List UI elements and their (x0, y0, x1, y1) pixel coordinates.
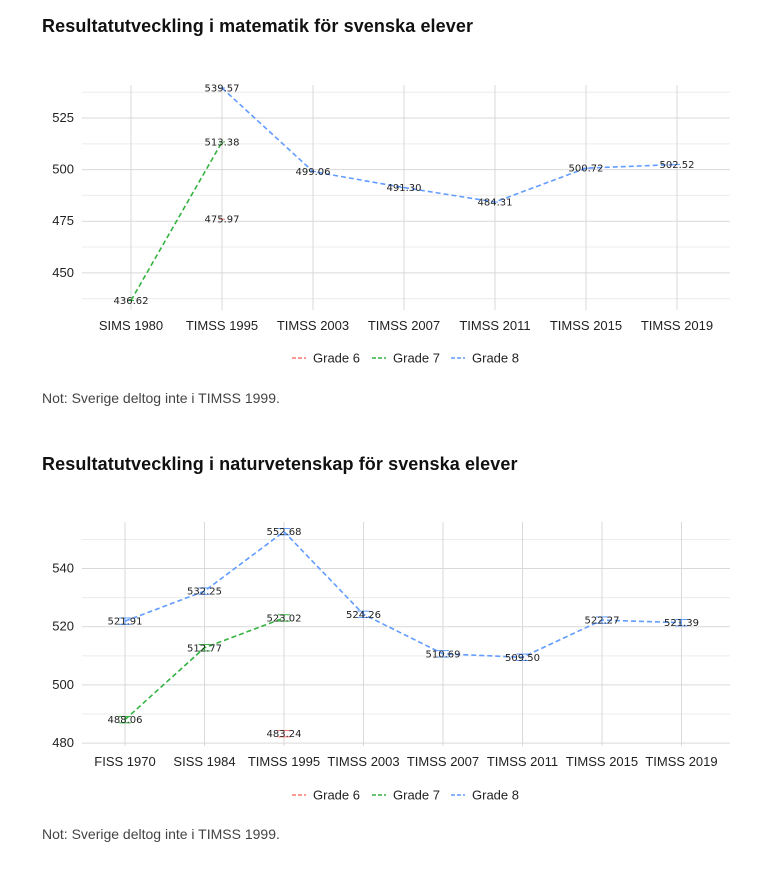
legend-label-grade-7: Grade 7 (393, 351, 440, 366)
data-label: 532.25 (187, 587, 222, 598)
y-tick-label: 475 (52, 213, 74, 228)
legend-label-grade-7: Grade 7 (393, 788, 440, 803)
data-label: 523.02 (267, 613, 302, 624)
data-label: 488.06 (108, 715, 143, 726)
data-label: 475.97 (205, 215, 240, 226)
data-label: 510.69 (426, 649, 461, 660)
legend-label-grade-6: Grade 6 (313, 788, 360, 803)
data-label: 552.68 (267, 527, 302, 538)
legend-label-grade-6: Grade 6 (313, 351, 360, 366)
chart1-note: Not: Sverige deltog inte i TIMSS 1999. (42, 390, 280, 406)
legend-label-grade-8: Grade 8 (472, 351, 519, 366)
x-tick-label: TIMSS 1995 (186, 318, 258, 333)
data-label: 484.31 (478, 198, 513, 209)
legend: Grade 6 Grade 7 Grade 8 (292, 351, 519, 366)
chart1-title: Resultatutveckling i matematik för svens… (42, 16, 474, 36)
series-line-grade-8 (221, 87, 678, 203)
data-label: 522.27 (585, 616, 620, 627)
science-results-chart: 480 500 520 540 FISS 1970 SISS 1984 TIMSS 1995… (52, 522, 730, 803)
data-label: 521.91 (108, 617, 143, 628)
y-tick-label: 525 (52, 110, 74, 125)
x-tick-label: TIMSS 2003 (327, 754, 399, 769)
y-tick-label: 500 (52, 162, 74, 177)
data-label: 524.26 (346, 610, 381, 621)
legend-label-grade-8: Grade 8 (472, 788, 519, 803)
x-tick-label: TIMSS 2019 (641, 318, 713, 333)
math-results-chart: 450 475 500 525 SIMS 1980 TIMSS 1995 TIMSS 200… (52, 83, 730, 366)
y-tick-label: 540 (52, 561, 74, 576)
chart2-note: Not: Sverige deltog inte i TIMSS 1999. (42, 826, 280, 842)
data-label: 513.38 (205, 138, 240, 149)
data-label: 512.77 (187, 643, 222, 654)
y-tick-label: 500 (52, 677, 74, 692)
series-line-grade-8 (124, 530, 682, 659)
data-label: 499.06 (296, 167, 331, 178)
x-tick-label: TIMSS 2015 (550, 318, 622, 333)
x-tick-label: TIMSS 2007 (407, 754, 479, 769)
data-label: 483.24 (267, 729, 302, 740)
x-tick-label: SISS 1984 (173, 754, 235, 769)
x-tick-label: TIMSS 1995 (248, 754, 320, 769)
data-label: 509.50 (505, 653, 540, 664)
x-tick-label: TIMSS 2003 (277, 318, 349, 333)
data-label: 502.52 (660, 160, 695, 171)
data-label: 521.39 (664, 618, 699, 629)
x-tick-label: TIMSS 2019 (645, 754, 717, 769)
y-tick-label: 520 (52, 619, 74, 634)
x-tick-label: TIMSS 2015 (566, 754, 638, 769)
data-label: 539.57 (205, 83, 240, 94)
data-label: 491.30 (387, 183, 422, 194)
y-tick-label: 450 (52, 265, 74, 280)
chart2-title: Resultatutveckling i naturvetenskap för … (42, 454, 518, 474)
x-tick-label: TIMSS 2007 (368, 318, 440, 333)
x-tick-label: TIMSS 2011 (487, 754, 558, 769)
x-tick-label: TIMSS 2011 (459, 318, 530, 333)
x-tick-label: FISS 1970 (94, 754, 155, 769)
y-tick-label: 480 (52, 735, 74, 750)
legend: Grade 6 Grade 7 Grade 8 (292, 788, 519, 803)
x-tick-label: SIMS 1980 (99, 318, 163, 333)
data-label: 436.62 (114, 296, 149, 307)
data-label: 500.72 (569, 164, 604, 175)
series-line-grade-7 (130, 141, 223, 301)
